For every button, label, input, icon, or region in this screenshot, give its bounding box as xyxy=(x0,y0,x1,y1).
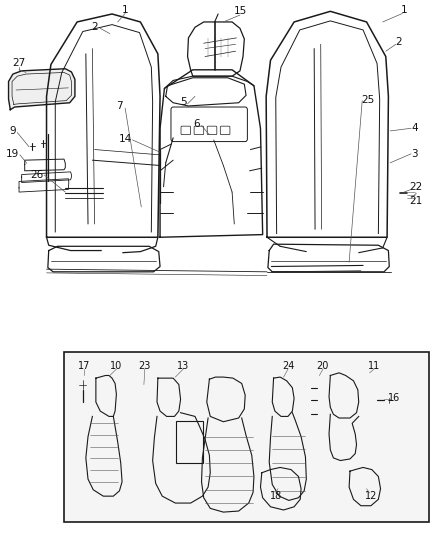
Text: 24: 24 xyxy=(282,361,294,372)
Text: 2: 2 xyxy=(396,37,402,47)
Text: 26: 26 xyxy=(30,170,43,180)
Text: 15: 15 xyxy=(233,6,247,17)
Text: 14: 14 xyxy=(119,134,132,144)
Text: 25: 25 xyxy=(361,94,374,104)
Text: 23: 23 xyxy=(138,361,151,372)
Text: 3: 3 xyxy=(411,149,418,159)
Bar xyxy=(176,421,203,463)
Text: 12: 12 xyxy=(365,491,377,501)
Text: 7: 7 xyxy=(116,101,123,111)
Text: 6: 6 xyxy=(193,119,200,129)
Text: 21: 21 xyxy=(410,196,423,206)
Polygon shape xyxy=(9,69,75,110)
Text: 1: 1 xyxy=(122,5,128,15)
Text: 5: 5 xyxy=(180,96,187,107)
Text: 16: 16 xyxy=(388,393,400,403)
Text: 13: 13 xyxy=(177,361,189,372)
Text: 1: 1 xyxy=(401,5,408,15)
Bar xyxy=(64,352,428,522)
Text: 22: 22 xyxy=(410,182,423,192)
Text: 9: 9 xyxy=(10,126,16,136)
Text: 20: 20 xyxy=(317,361,329,372)
Text: 11: 11 xyxy=(368,361,380,372)
Text: 17: 17 xyxy=(78,361,90,372)
Text: 19: 19 xyxy=(6,149,20,159)
Text: 27: 27 xyxy=(12,59,26,68)
Text: 4: 4 xyxy=(411,123,418,133)
Text: 10: 10 xyxy=(110,361,123,372)
Text: 18: 18 xyxy=(270,491,282,501)
Text: 2: 2 xyxy=(91,22,98,33)
